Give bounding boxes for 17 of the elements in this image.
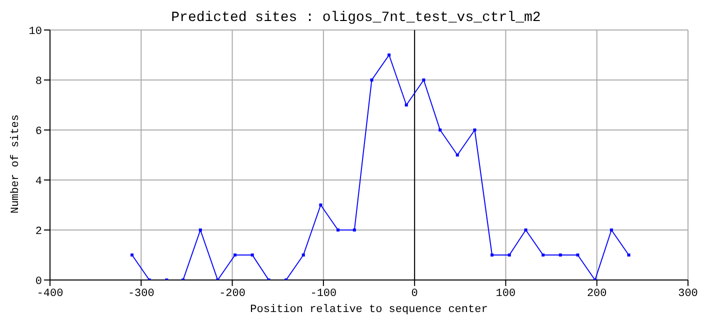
x-axis-title: Position relative to sequence center bbox=[250, 304, 488, 316]
y-tick-label: 8 bbox=[35, 76, 42, 88]
y-tick-label: 4 bbox=[35, 176, 42, 188]
y-tick-label: 2 bbox=[35, 226, 42, 238]
x-tick-label: -300 bbox=[128, 288, 154, 300]
y-tick-label: 6 bbox=[35, 126, 42, 138]
chart-title: Predicted sites : oligos_7nt_test_vs_ctrl_m2 bbox=[170, 10, 542, 26]
x-tick-label: 300 bbox=[678, 288, 698, 300]
x-tick-label: 0 bbox=[411, 288, 418, 300]
x-tick-label: -400 bbox=[36, 288, 64, 300]
x-tick-label: 200 bbox=[586, 288, 607, 300]
x-tick-label: -200 bbox=[219, 288, 246, 300]
x-tick-label: 100 bbox=[496, 288, 516, 300]
x-tick-label: -100 bbox=[310, 288, 337, 300]
y-tick-label: 0 bbox=[35, 276, 42, 288]
y-axis-title: Number of sites bbox=[10, 114, 22, 214]
y-tick-label: 10 bbox=[28, 26, 42, 38]
